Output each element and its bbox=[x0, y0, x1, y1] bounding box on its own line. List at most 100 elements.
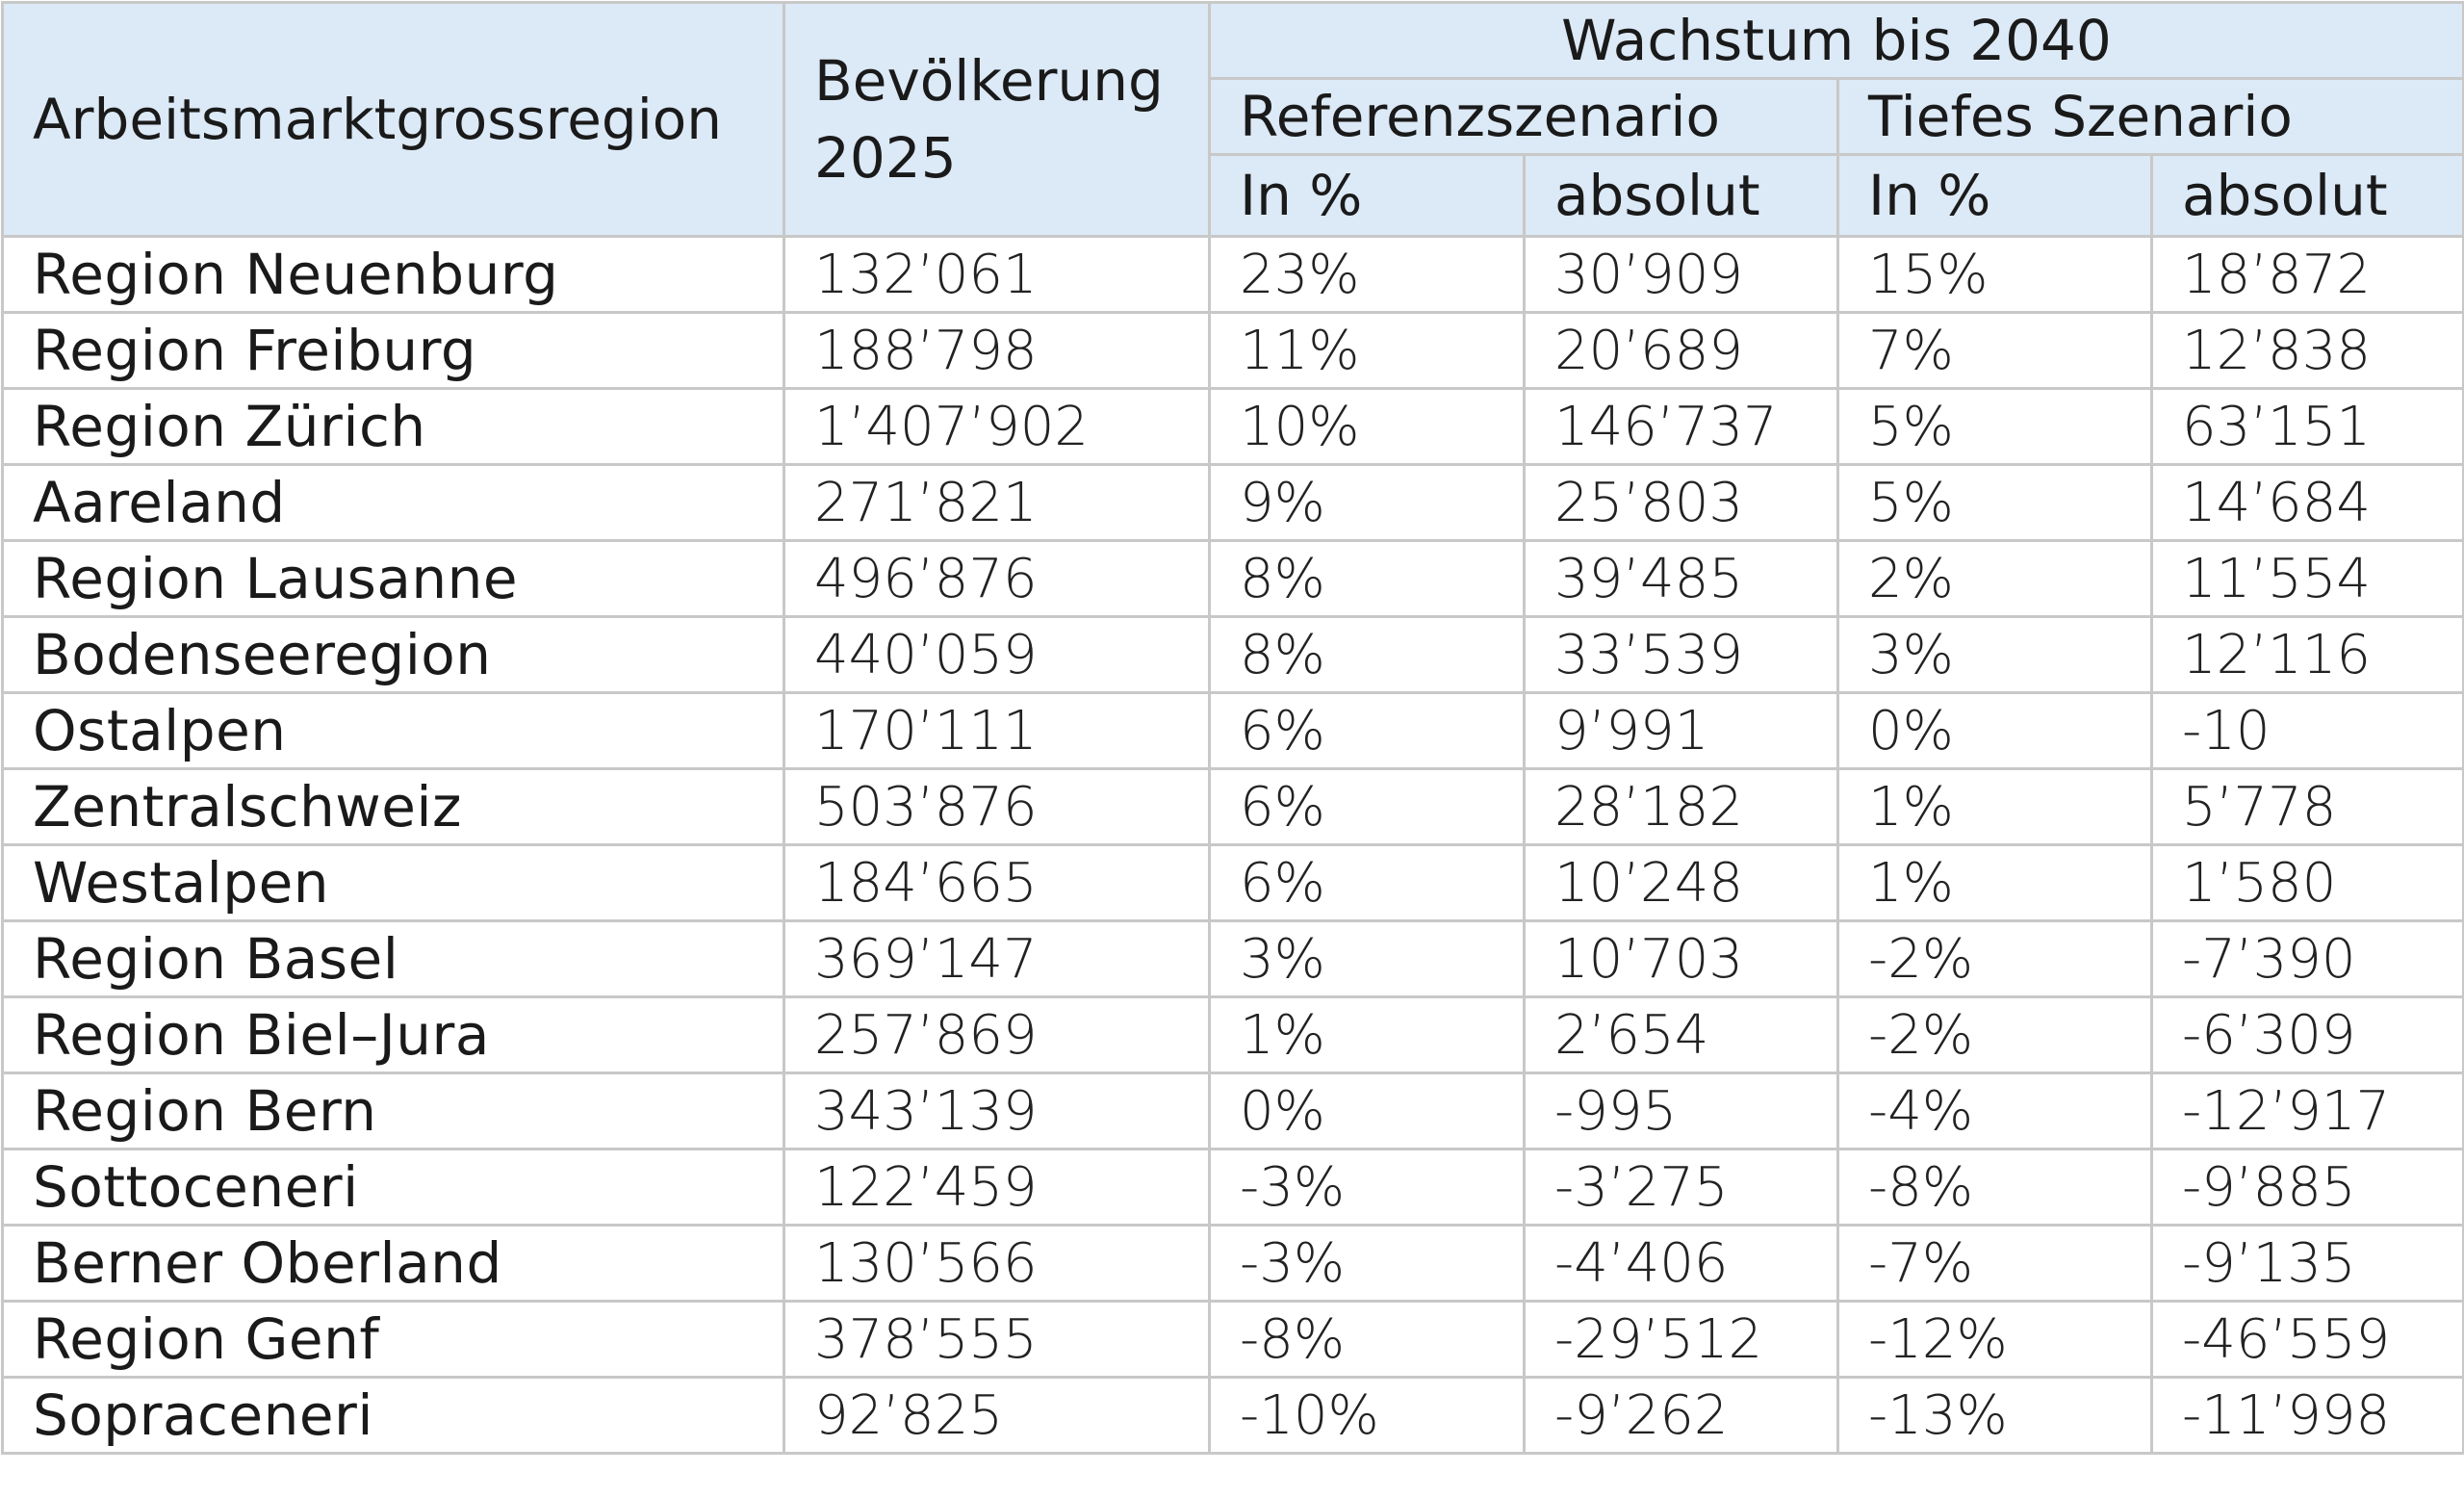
cell-low-percent: -13% bbox=[1836, 1376, 2153, 1455]
cell-region: Region Biel–Jura bbox=[1, 995, 785, 1074]
cell-ref-absolute: 30’909 bbox=[1523, 235, 1839, 314]
table-row: Region Freiburg 188’798 11% 20’689 7% 12’838 bbox=[1, 311, 2464, 390]
cell-low-percent: 3% bbox=[1836, 615, 2153, 694]
table-body: Region Neuenburg 132’061 23% 30’909 15% 18’87… bbox=[1, 235, 2464, 1455]
cell-low-percent: 7% bbox=[1836, 311, 2153, 390]
cell-ref-absolute: 33’539 bbox=[1523, 615, 1839, 694]
table-row: Region Genf 378’555 -8% -29’512 -12% -46’559 bbox=[1, 1300, 2464, 1379]
cell-low-percent: 5% bbox=[1836, 387, 2153, 466]
cell-ref-percent: 8% bbox=[1208, 539, 1526, 618]
cell-population: 122’459 bbox=[783, 1148, 1211, 1227]
cell-ref-percent: 1% bbox=[1208, 995, 1526, 1074]
cell-ref-percent: -3% bbox=[1208, 1148, 1526, 1227]
header-scenario-low: Tiefes Szenario bbox=[1836, 77, 2464, 156]
cell-low-absolute: 12’116 bbox=[2150, 615, 2464, 694]
table-row: Aareland 271’821 9% 25’803 5% 14’684 bbox=[1, 463, 2464, 542]
cell-ref-absolute: 146’737 bbox=[1523, 387, 1839, 466]
cell-population: 132’061 bbox=[783, 235, 1211, 314]
cell-region: Region Zürich bbox=[1, 387, 785, 466]
cell-population: 503’876 bbox=[783, 767, 1211, 846]
cell-low-absolute: 1’580 bbox=[2150, 843, 2464, 922]
header-region: Arbeitsmarktgrossregion bbox=[1, 1, 785, 238]
cell-low-absolute: -46’559 bbox=[2150, 1300, 2464, 1379]
cell-ref-absolute: 25’803 bbox=[1523, 463, 1839, 542]
cell-ref-absolute: 2’654 bbox=[1523, 995, 1839, 1074]
cell-low-percent: 5% bbox=[1836, 463, 2153, 542]
cell-ref-percent: 9% bbox=[1208, 463, 1526, 542]
cell-ref-percent: 6% bbox=[1208, 767, 1526, 846]
cell-ref-absolute: -995 bbox=[1523, 1072, 1839, 1150]
table-row: Region Lausanne 496’876 8% 39’485 2% 11’554 bbox=[1, 539, 2464, 618]
cell-population: 130’566 bbox=[783, 1224, 1211, 1303]
cell-population: 184’665 bbox=[783, 843, 1211, 922]
cell-low-percent: 2% bbox=[1836, 539, 2153, 618]
cell-ref-absolute: 10’248 bbox=[1523, 843, 1839, 922]
cell-ref-absolute: 39’485 bbox=[1523, 539, 1839, 618]
cell-low-absolute: 18’872 bbox=[2150, 235, 2464, 314]
table-row: Region Bern 343’139 0% -995 -4% -12’917 bbox=[1, 1072, 2464, 1150]
table-row: Region Basel 369’147 3% 10’703 -2% -7’390 bbox=[1, 919, 2464, 998]
cell-region: Zentralschweiz bbox=[1, 767, 785, 846]
cell-ref-percent: -8% bbox=[1208, 1300, 1526, 1379]
cell-population: 257’869 bbox=[783, 995, 1211, 1074]
population-growth-table: Arbeitsmarktgrossregion Bevölkerung 2025… bbox=[1, 1, 2464, 1455]
cell-ref-absolute: -4’406 bbox=[1523, 1224, 1839, 1303]
cell-ref-absolute: -3’275 bbox=[1523, 1148, 1839, 1227]
table-row: Region Neuenburg 132’061 23% 30’909 15% 18’87… bbox=[1, 235, 2464, 314]
header-ref-absolute: absolut bbox=[1523, 153, 1839, 238]
cell-region: Berner Oberland bbox=[1, 1224, 785, 1303]
header-ref-percent: In % bbox=[1208, 153, 1526, 238]
header-low-percent: In % bbox=[1836, 153, 2153, 238]
cell-low-absolute: -7’390 bbox=[2150, 919, 2464, 998]
cell-low-percent: -2% bbox=[1836, 995, 2153, 1074]
cell-low-absolute: 12’838 bbox=[2150, 311, 2464, 390]
cell-low-percent: -2% bbox=[1836, 919, 2153, 998]
cell-region: Bodenseeregion bbox=[1, 615, 785, 694]
cell-region: Region Neuenburg bbox=[1, 235, 785, 314]
cell-low-percent: -7% bbox=[1836, 1224, 2153, 1303]
cell-population: 1’407’902 bbox=[783, 387, 1211, 466]
cell-low-percent: 1% bbox=[1836, 767, 2153, 846]
cell-region: Region Genf bbox=[1, 1300, 785, 1379]
cell-population: 378’555 bbox=[783, 1300, 1211, 1379]
cell-population: 170’111 bbox=[783, 691, 1211, 770]
cell-region: Sottoceneri bbox=[1, 1148, 785, 1227]
table-row: Berner Oberland 130’566 -3% -4’406 -7% -9’135 bbox=[1, 1224, 2464, 1303]
cell-region: Sopraceneri bbox=[1, 1376, 785, 1455]
cell-population: 496’876 bbox=[783, 539, 1211, 618]
cell-ref-percent: 10% bbox=[1208, 387, 1526, 466]
cell-region: Westalpen bbox=[1, 843, 785, 922]
table-row: Ostalpen 170’111 6% 9’991 0% -10 bbox=[1, 691, 2464, 770]
cell-population: 271’821 bbox=[783, 463, 1211, 542]
cell-population: 440’059 bbox=[783, 615, 1211, 694]
cell-region: Region Basel bbox=[1, 919, 785, 998]
table-row: Zentralschweiz 503’876 6% 28’182 1% 5’778 bbox=[1, 767, 2464, 846]
header-scenario-reference: Referenzszenario bbox=[1208, 77, 1839, 156]
cell-ref-absolute: 10’703 bbox=[1523, 919, 1839, 998]
header-growth-group: Wachstum bis 2040 bbox=[1208, 1, 2464, 80]
table-row: Westalpen 184’665 6% 10’248 1% 1’580 bbox=[1, 843, 2464, 922]
cell-ref-percent: 8% bbox=[1208, 615, 1526, 694]
cell-low-absolute: 63’151 bbox=[2150, 387, 2464, 466]
cell-low-absolute: 5’778 bbox=[2150, 767, 2464, 846]
cell-ref-percent: 0% bbox=[1208, 1072, 1526, 1150]
cell-low-percent: 1% bbox=[1836, 843, 2153, 922]
table-row: Region Biel–Jura 257’869 1% 2’654 -2% -6’309 bbox=[1, 995, 2464, 1074]
table-row: Sottoceneri 122’459 -3% -3’275 -8% -9’885 bbox=[1, 1148, 2464, 1227]
cell-ref-percent: 6% bbox=[1208, 691, 1526, 770]
cell-ref-percent: 6% bbox=[1208, 843, 1526, 922]
cell-population: 92’825 bbox=[783, 1376, 1211, 1455]
cell-ref-absolute: -9’262 bbox=[1523, 1376, 1839, 1455]
cell-low-absolute: 11’554 bbox=[2150, 539, 2464, 618]
cell-ref-absolute: 20’689 bbox=[1523, 311, 1839, 390]
cell-ref-absolute: 9’991 bbox=[1523, 691, 1839, 770]
cell-low-absolute: -11’998 bbox=[2150, 1376, 2464, 1455]
table-row: Region Zürich 1’407’902 10% 146’737 5% 63’151 bbox=[1, 387, 2464, 466]
cell-low-absolute: -12’917 bbox=[2150, 1072, 2464, 1150]
cell-region: Ostalpen bbox=[1, 691, 785, 770]
cell-ref-percent: -10% bbox=[1208, 1376, 1526, 1455]
table-row: Sopraceneri 92’825 -10% -9’262 -13% -11’998 bbox=[1, 1376, 2464, 1455]
cell-ref-absolute: 28’182 bbox=[1523, 767, 1839, 846]
table-row: Bodenseeregion 440’059 8% 33’539 3% 12’116 bbox=[1, 615, 2464, 694]
